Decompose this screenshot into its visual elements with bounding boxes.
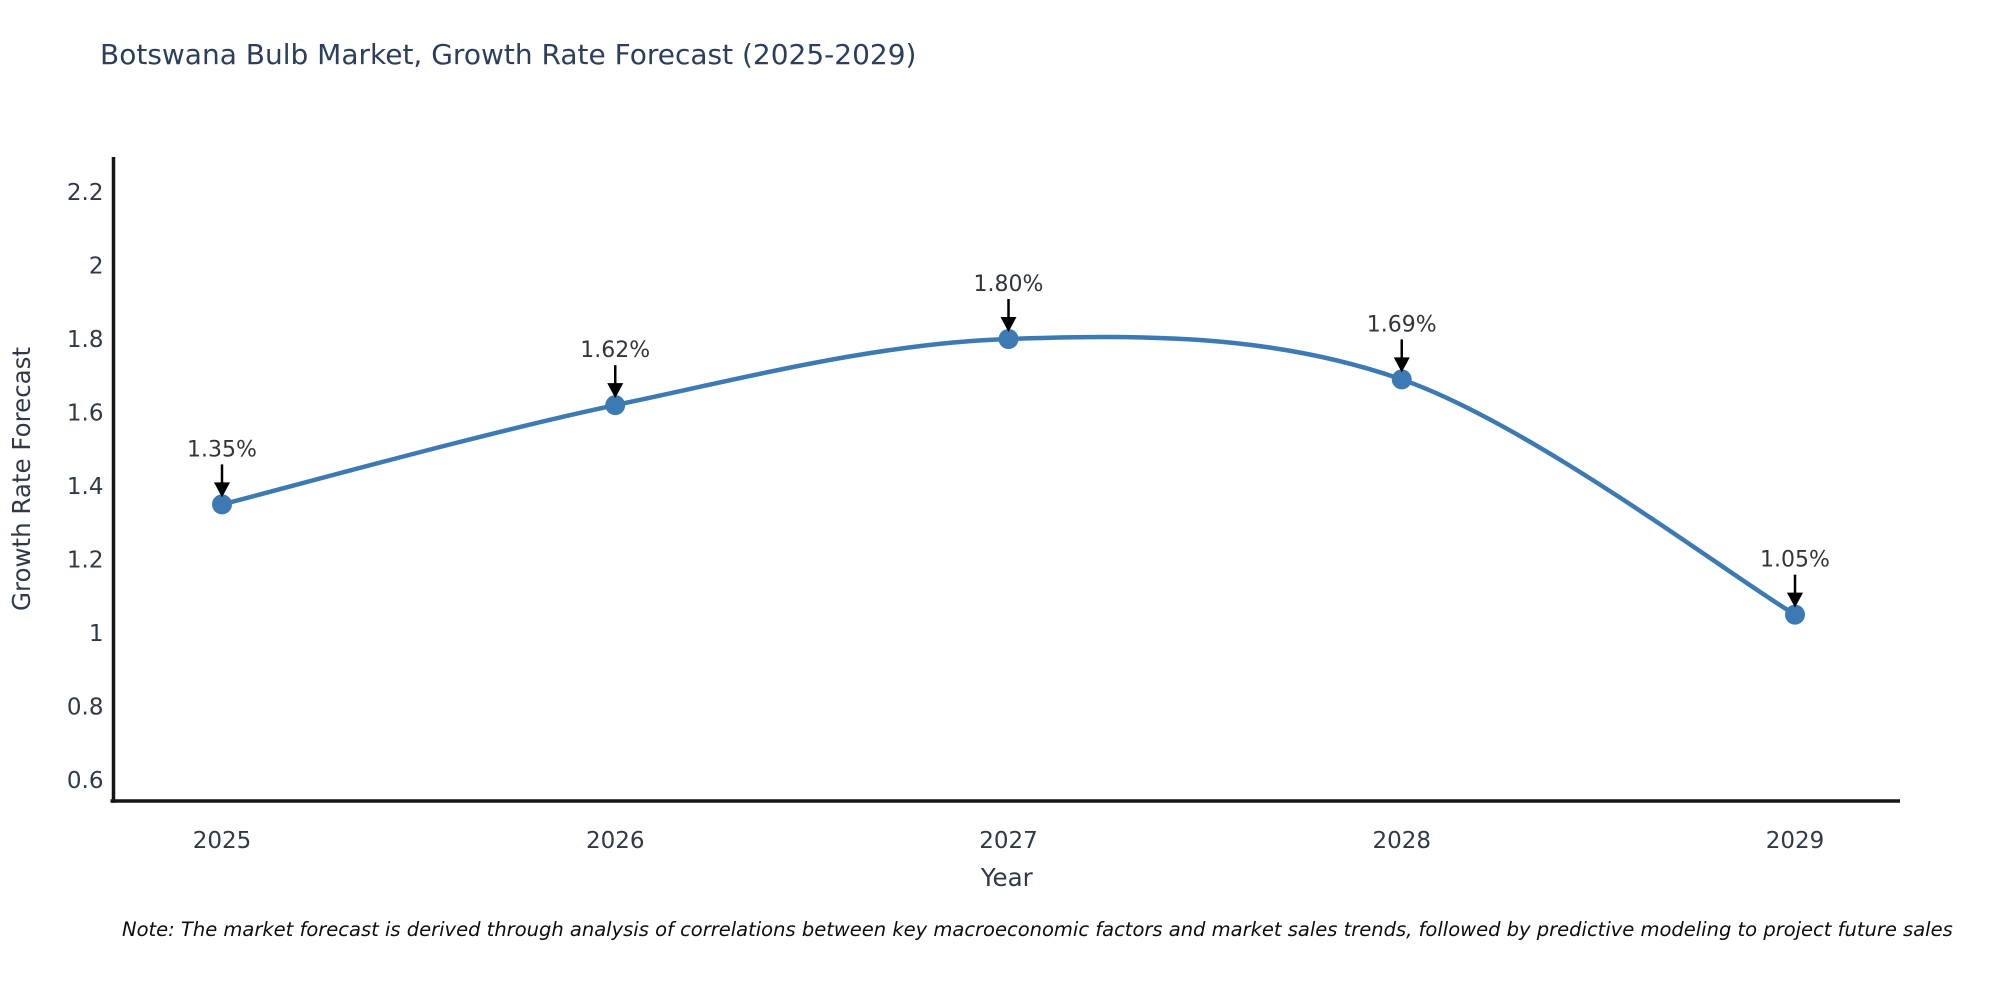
data-point-label: 1.62% xyxy=(580,338,650,363)
x-tick-label: 2028 xyxy=(1372,828,1431,854)
data-point-label: 1.80% xyxy=(974,272,1044,297)
y-tick-label: 1.4 xyxy=(67,474,104,500)
data-point-label: 1.05% xyxy=(1760,548,1830,573)
y-tick-label: 1.6 xyxy=(67,401,104,427)
annotation-arrow-head xyxy=(607,383,624,399)
y-tick-label: 1.2 xyxy=(67,548,104,574)
annotation-arrow-head xyxy=(214,482,230,498)
x-tick-label: 2026 xyxy=(586,828,645,854)
y-tick-label: 2 xyxy=(89,254,104,280)
annotation-arrow-head xyxy=(1000,317,1017,332)
y-axis-title: Growth Rate Forecast xyxy=(7,347,36,611)
chart-title: Botswana Bulb Market, Growth Rate Foreca… xyxy=(100,38,917,71)
x-tick-label: 2025 xyxy=(193,828,252,854)
data-point-marker[interactable] xyxy=(998,329,1019,349)
data-point-label: 1.35% xyxy=(187,437,257,462)
data-point-label: 1.69% xyxy=(1367,312,1437,337)
annotation-arrow-head xyxy=(1787,592,1803,608)
x-tick-label: 2027 xyxy=(979,828,1038,854)
y-tick-label: 2.2 xyxy=(67,180,104,206)
y-tick-label: 0.8 xyxy=(67,695,104,721)
data-point-marker[interactable] xyxy=(1785,604,1805,625)
data-point-marker[interactable] xyxy=(1391,369,1412,390)
chart-footnote: Note: The market forecast is derived thr… xyxy=(122,918,1953,941)
y-tick-label: 1 xyxy=(89,621,104,647)
data-point-marker[interactable] xyxy=(212,494,232,515)
forecast-line xyxy=(219,334,1798,617)
annotation-arrow-head xyxy=(1393,357,1410,373)
x-tick-label: 2029 xyxy=(1766,828,1825,854)
x-axis-title: Year xyxy=(980,863,1034,892)
data-point-marker[interactable] xyxy=(605,395,626,416)
y-tick-label: 0.6 xyxy=(67,768,104,794)
y-tick-label: 1.8 xyxy=(67,327,104,353)
